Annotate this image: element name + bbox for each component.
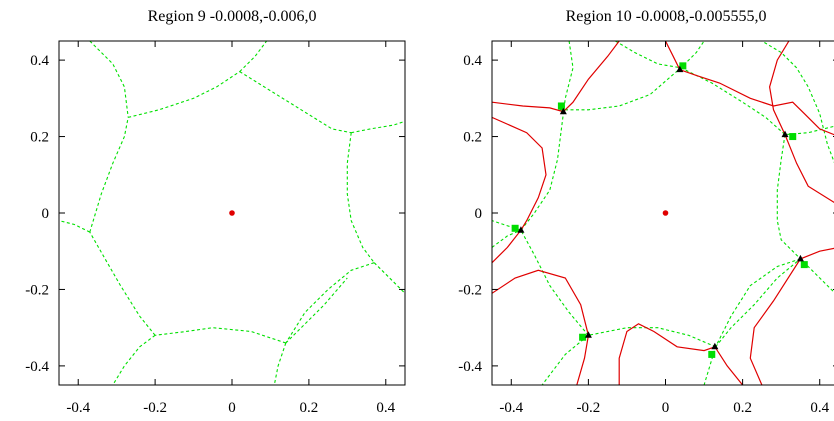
contour-curve (492, 41, 620, 113)
square-marker (708, 350, 716, 358)
plot-content (492, 41, 834, 385)
x-tick-label: 0.2 (300, 400, 319, 416)
region-boundary-curve (155, 327, 286, 344)
triangle-marker (584, 331, 592, 338)
y-tick-label: 0 (475, 206, 483, 222)
region-boundary-curve (492, 220, 589, 336)
center-point (662, 210, 669, 216)
triangle-marker (559, 107, 567, 115)
contour-curve (492, 116, 547, 264)
region-boundary-curve (541, 327, 716, 385)
region-boundary-curve (520, 41, 574, 231)
x-tick-label: 0 (662, 400, 670, 416)
region-boundary-curve (273, 342, 287, 385)
region-boundary-curve (285, 262, 375, 344)
x-tick-label: 0 (228, 400, 236, 416)
chart-title: Region 9 -0.0008,-0.006,0 (148, 8, 317, 25)
x-tick-label: -0.4 (499, 400, 523, 416)
region-boundary-curve (492, 229, 522, 248)
plot-area: -0.4 -0.2 0 0.2 0.4 0.4 0.2 0 -0.2 -0.4 (25, 40, 406, 416)
square-marker (579, 333, 587, 341)
y-tick-label: 0.2 (30, 130, 49, 146)
x-tick-label: -0.2 (577, 400, 601, 416)
region-boundary-curve (89, 231, 156, 336)
x-tick-label: 0.4 (810, 400, 829, 416)
x-tick-label: -0.2 (143, 400, 167, 416)
region-boundary-curve (703, 258, 801, 385)
square-marker (789, 133, 797, 141)
region-boundary-curve (346, 132, 375, 264)
square-marker (511, 224, 519, 232)
y-tick-label: 0.4 (30, 53, 49, 69)
y-tick-label: -0.4 (458, 359, 482, 375)
x-tick-label: -0.4 (66, 400, 90, 416)
region-boundary-curve (715, 258, 801, 348)
region-boundary-curve (112, 334, 156, 385)
x-tick-label: 0.4 (376, 400, 395, 416)
region-boundary-curve (89, 41, 129, 118)
x-tick-label: 0.2 (733, 400, 752, 416)
region-boundary-curve (559, 41, 705, 111)
triangle-marker (517, 226, 525, 233)
chart-panel-region-9: Region 9 -0.0008,-0.006,0 -0.4 -0.2 0 0.2 0.… (25, 8, 406, 416)
chart-title: Region 10 -0.0008,-0.005555,0 (566, 8, 767, 25)
region-boundary-curve (89, 117, 129, 233)
region-boundary-curve (776, 134, 834, 293)
region-boundary-curve (351, 120, 405, 134)
contour-curve (618, 323, 744, 385)
plot-area: -0.4 -0.2 0 0.2 0.4 0.4 0.2 0 -0.2 -0.4 (458, 40, 834, 416)
region-boundary-curve (285, 277, 348, 344)
square-marker (679, 62, 687, 70)
plot-content (59, 41, 405, 385)
triangle-marker (676, 65, 684, 73)
chart-panel-region-10: Region 10 -0.0008,-0.005555,0 -0.4 -0.2 0 0… (458, 8, 834, 416)
region-boundary-curve (373, 262, 405, 294)
y-tick-label: -0.2 (25, 282, 49, 298)
contour-curve (749, 247, 834, 385)
triangle-marker (781, 130, 789, 138)
y-tick-label: -0.2 (458, 282, 482, 298)
y-tick-label: -0.4 (25, 359, 49, 375)
triangle-marker (711, 342, 719, 350)
region-boundary-curve (59, 220, 91, 233)
region-boundary-curve (615, 41, 834, 136)
region-boundary-curve (239, 41, 268, 72)
contour-curve (492, 269, 590, 385)
y-tick-label: 0 (42, 206, 50, 222)
y-tick-label: 0.4 (463, 53, 482, 69)
square-marker (557, 102, 565, 110)
square-marker (800, 261, 808, 269)
region-boundary-curve (128, 71, 241, 118)
triangle-marker (796, 254, 804, 262)
contour-curve (664, 41, 834, 136)
y-tick-label: 0.2 (463, 130, 482, 146)
contour-curve (768, 41, 834, 203)
region-boundary-curve (239, 71, 352, 134)
center-point (229, 210, 235, 216)
